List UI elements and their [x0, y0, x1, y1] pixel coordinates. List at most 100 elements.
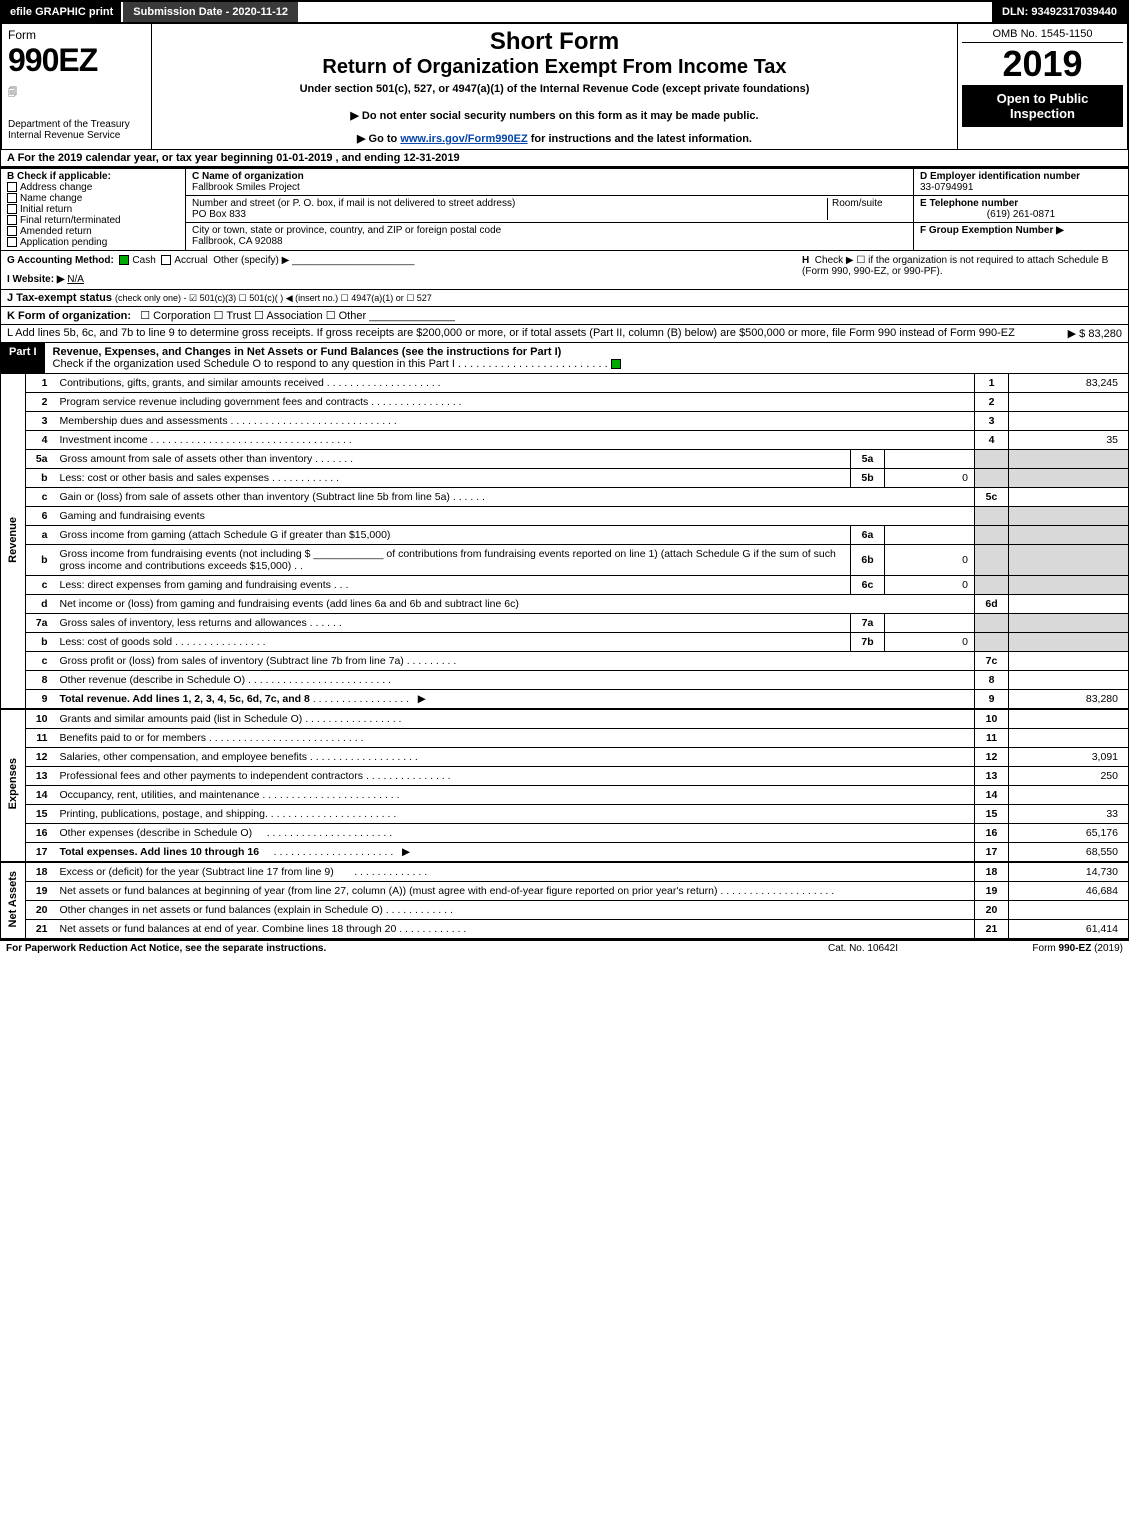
box-11: 11 — [975, 729, 1009, 748]
ln-5b: b — [26, 469, 54, 488]
lbl-amended-return: Amended return — [20, 226, 92, 237]
iamt-5b: 0 — [885, 469, 975, 488]
part1-table: Revenue 1 Contributions, gifts, grants, … — [0, 374, 1129, 940]
amt-13: 250 — [1009, 767, 1129, 786]
d-ein-value: 33-0794991 — [920, 182, 1122, 193]
iamt-6b: 0 — [885, 545, 975, 576]
ln-8: 8 — [26, 671, 54, 690]
ln-6: 6 — [26, 507, 54, 526]
box-20: 20 — [975, 901, 1009, 920]
ln-10: 10 — [26, 709, 54, 729]
desc-20: Other changes in net assets or fund bala… — [60, 904, 383, 916]
shade-5a — [975, 450, 1009, 469]
line-l: L Add lines 5b, 6c, and 7b to line 9 to … — [0, 325, 1129, 343]
chk-name-change[interactable] — [7, 193, 17, 203]
ibox-7b: 7b — [851, 633, 885, 652]
part1-title: Revenue, Expenses, and Changes in Net As… — [53, 346, 562, 358]
lbl-application-pending: Application pending — [20, 237, 107, 248]
footer-right: Form 990-EZ (2019) — [963, 943, 1123, 954]
box-19: 19 — [975, 882, 1009, 901]
desc-6c: Less: direct expenses from gaming and fu… — [60, 579, 331, 591]
desc-5c: Gain or (loss) from sale of assets other… — [60, 491, 450, 503]
desc-6: Gaming and fundraising events — [54, 507, 975, 526]
amt-17: 68,550 — [1009, 843, 1129, 863]
line-j: J Tax-exempt status (check only one) - ☑… — [0, 290, 1129, 307]
box-1: 1 — [975, 374, 1009, 393]
goto-link[interactable]: www.irs.gov/Form990EZ — [400, 133, 527, 145]
desc-21: Net assets or fund balances at end of ye… — [60, 923, 397, 935]
desc-14: Occupancy, rent, utilities, and maintena… — [60, 789, 260, 801]
desc-7a: Gross sales of inventory, less returns a… — [60, 617, 307, 629]
amt-1: 83,245 — [1009, 374, 1129, 393]
desc-9: Total revenue. Add lines 1, 2, 3, 4, 5c,… — [60, 693, 310, 705]
lbl-accrual: Accrual — [174, 255, 207, 266]
desc-8: Other revenue (describe in Schedule O) — [60, 674, 246, 686]
chk-application-pending[interactable] — [7, 237, 17, 247]
ln-3: 3 — [26, 412, 54, 431]
chk-address-change[interactable] — [7, 182, 17, 192]
ln-5c: c — [26, 488, 54, 507]
rotate-expenses: Expenses — [1, 709, 26, 862]
org-name: Fallbrook Smiles Project — [192, 182, 907, 193]
desc-10: Grants and similar amounts paid (list in… — [60, 713, 303, 725]
desc-3: Membership dues and assessments — [60, 415, 228, 427]
ln-4: 4 — [26, 431, 54, 450]
ln-6a: a — [26, 526, 54, 545]
ln-15: 15 — [26, 805, 54, 824]
efile-print-button[interactable]: efile GRAPHIC print — [2, 2, 123, 22]
open-to-public: Open to Public Inspection — [962, 85, 1123, 127]
desc-17: Total expenses. Add lines 10 through 16 — [60, 846, 260, 858]
line-k: K Form of organization: ☐ Corporation ☐ … — [0, 307, 1129, 325]
room-suite-label: Room/suite — [827, 198, 907, 220]
iamt-5a — [885, 450, 975, 469]
part1-subtitle: Check if the organization used Schedule … — [53, 358, 455, 370]
chk-initial-return[interactable] — [7, 204, 17, 214]
ln-20: 20 — [26, 901, 54, 920]
ln-12: 12 — [26, 748, 54, 767]
amt-16: 65,176 — [1009, 824, 1129, 843]
iamt-7b: 0 — [885, 633, 975, 652]
chk-cash[interactable] — [119, 255, 129, 265]
chk-accrual[interactable] — [161, 255, 171, 265]
i-label: I Website: ▶ — [7, 274, 65, 285]
street-label: Number and street (or P. O. box, if mail… — [192, 198, 827, 209]
desc-1: Contributions, gifts, grants, and simila… — [60, 377, 324, 389]
box-14: 14 — [975, 786, 1009, 805]
desc-19: Net assets or fund balances at beginning… — [60, 885, 718, 897]
desc-12: Salaries, other compensation, and employ… — [60, 751, 307, 763]
amt-2 — [1009, 393, 1129, 412]
ln-18: 18 — [26, 862, 54, 882]
topbar: efile GRAPHIC print Submission Date - 20… — [0, 0, 1129, 24]
lbl-final-return: Final return/terminated — [20, 215, 121, 226]
box-b: B Check if applicable: Address change Na… — [1, 169, 186, 250]
box-18: 18 — [975, 862, 1009, 882]
chk-final-return[interactable] — [7, 215, 17, 225]
submission-date: Submission Date - 2020-11-12 — [123, 2, 298, 22]
lbl-name-change: Name change — [20, 193, 82, 204]
part1-header-row: Part I Revenue, Expenses, and Changes in… — [0, 343, 1129, 374]
l-amount: ▶ $ 83,280 — [1032, 327, 1122, 340]
under-section: Under section 501(c), 527, or 4947(a)(1)… — [158, 83, 951, 95]
ln-1: 1 — [26, 374, 54, 393]
footer-cat: Cat. No. 10642I — [763, 943, 963, 954]
desc-16: Other expenses (describe in Schedule O) — [60, 827, 253, 839]
box-3: 3 — [975, 412, 1009, 431]
period-line: A For the 2019 calendar year, or tax yea… — [0, 150, 1129, 167]
ln-6d: d — [26, 595, 54, 614]
desc-5a: Gross amount from sale of assets other t… — [60, 453, 313, 465]
desc-2: Program service revenue including govern… — [60, 396, 369, 408]
desc-6d: Net income or (loss) from gaming and fun… — [54, 595, 975, 614]
website-value: N/A — [67, 274, 84, 285]
amt-7c — [1009, 652, 1129, 671]
box-17: 17 — [975, 843, 1009, 863]
box-2: 2 — [975, 393, 1009, 412]
shade-amt-5a — [1009, 450, 1129, 469]
chk-schedule-o[interactable] — [611, 359, 621, 369]
ln-16: 16 — [26, 824, 54, 843]
h-text: Check ▶ ☐ if the organization is not req… — [802, 255, 1108, 277]
chk-amended-return[interactable] — [7, 226, 17, 236]
return-title: Return of Organization Exempt From Incom… — [158, 56, 951, 79]
ln-21: 21 — [26, 920, 54, 940]
form-word: Form — [8, 28, 145, 42]
amt-21: 61,414 — [1009, 920, 1129, 940]
